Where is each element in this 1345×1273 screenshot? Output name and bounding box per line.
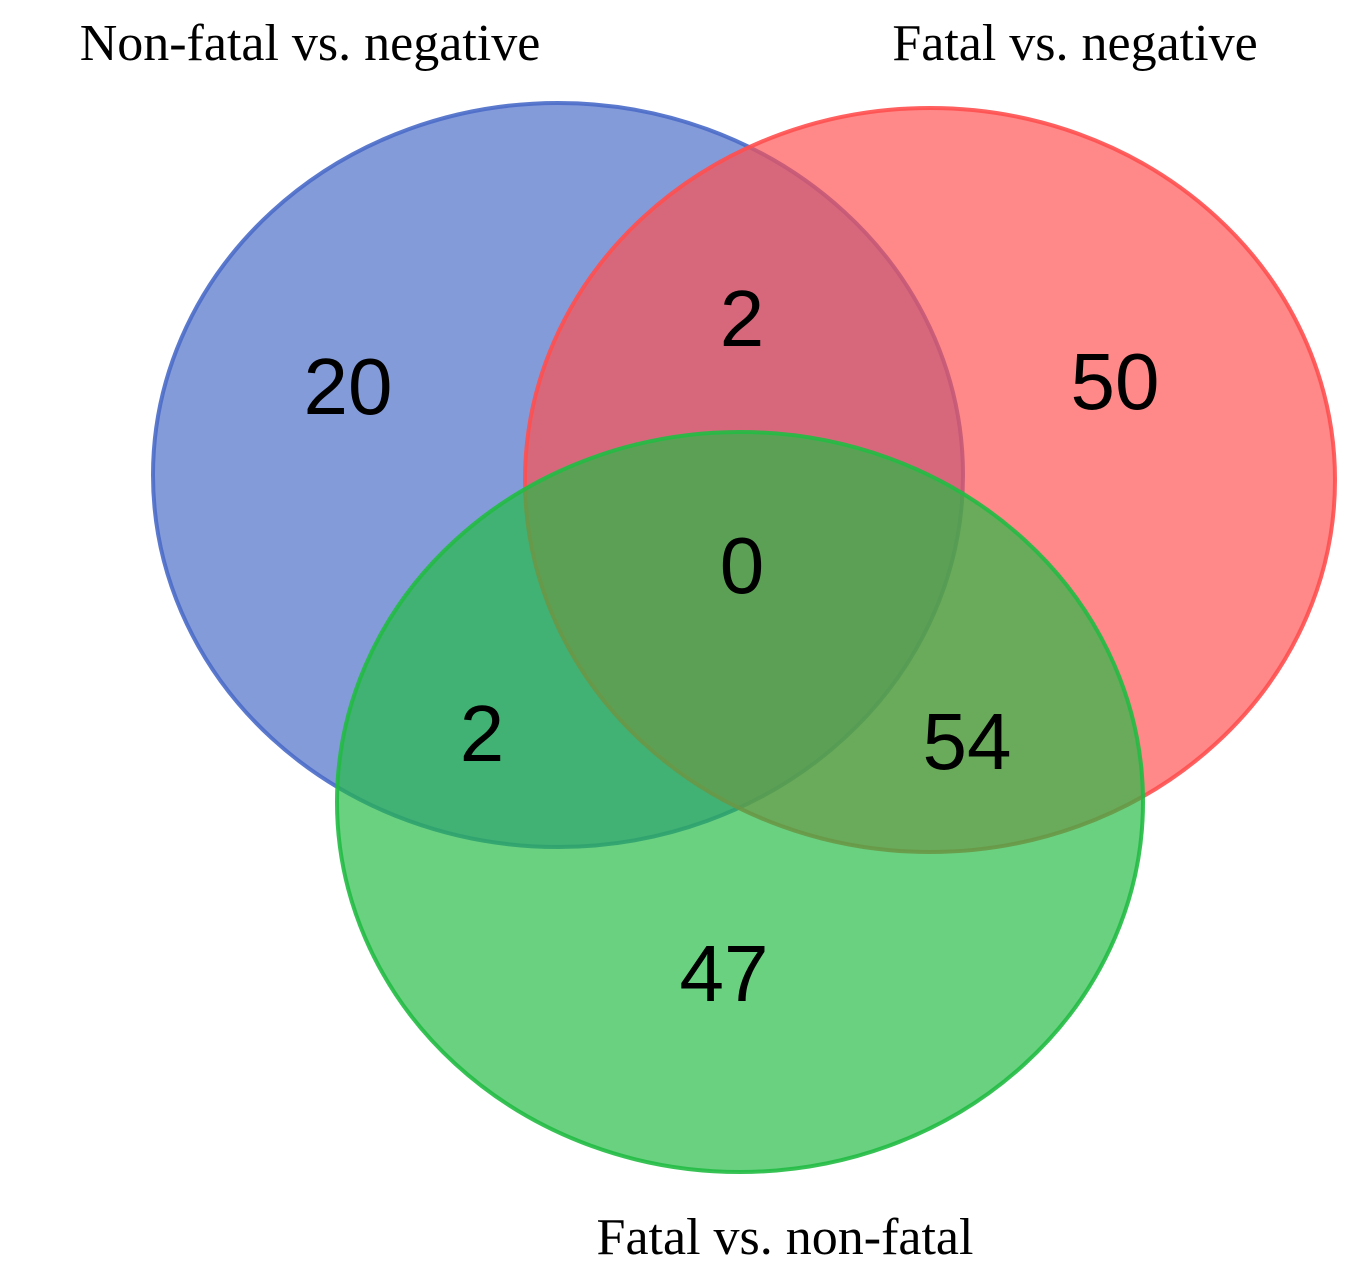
set-label: Fatal vs. negative xyxy=(892,15,1257,72)
region-count: 20 xyxy=(304,342,393,431)
region-count: 2 xyxy=(460,689,505,778)
set-label: Fatal vs. non-fatal xyxy=(597,1209,974,1266)
region-count: 54 xyxy=(923,697,1012,786)
set-label: Non-fatal vs. negative xyxy=(80,15,541,72)
region-count: 0 xyxy=(720,521,765,610)
region-count: 47 xyxy=(680,929,769,1018)
set-circle xyxy=(335,430,1145,1174)
region-count: 2 xyxy=(720,274,765,363)
region-count: 50 xyxy=(1071,337,1160,426)
